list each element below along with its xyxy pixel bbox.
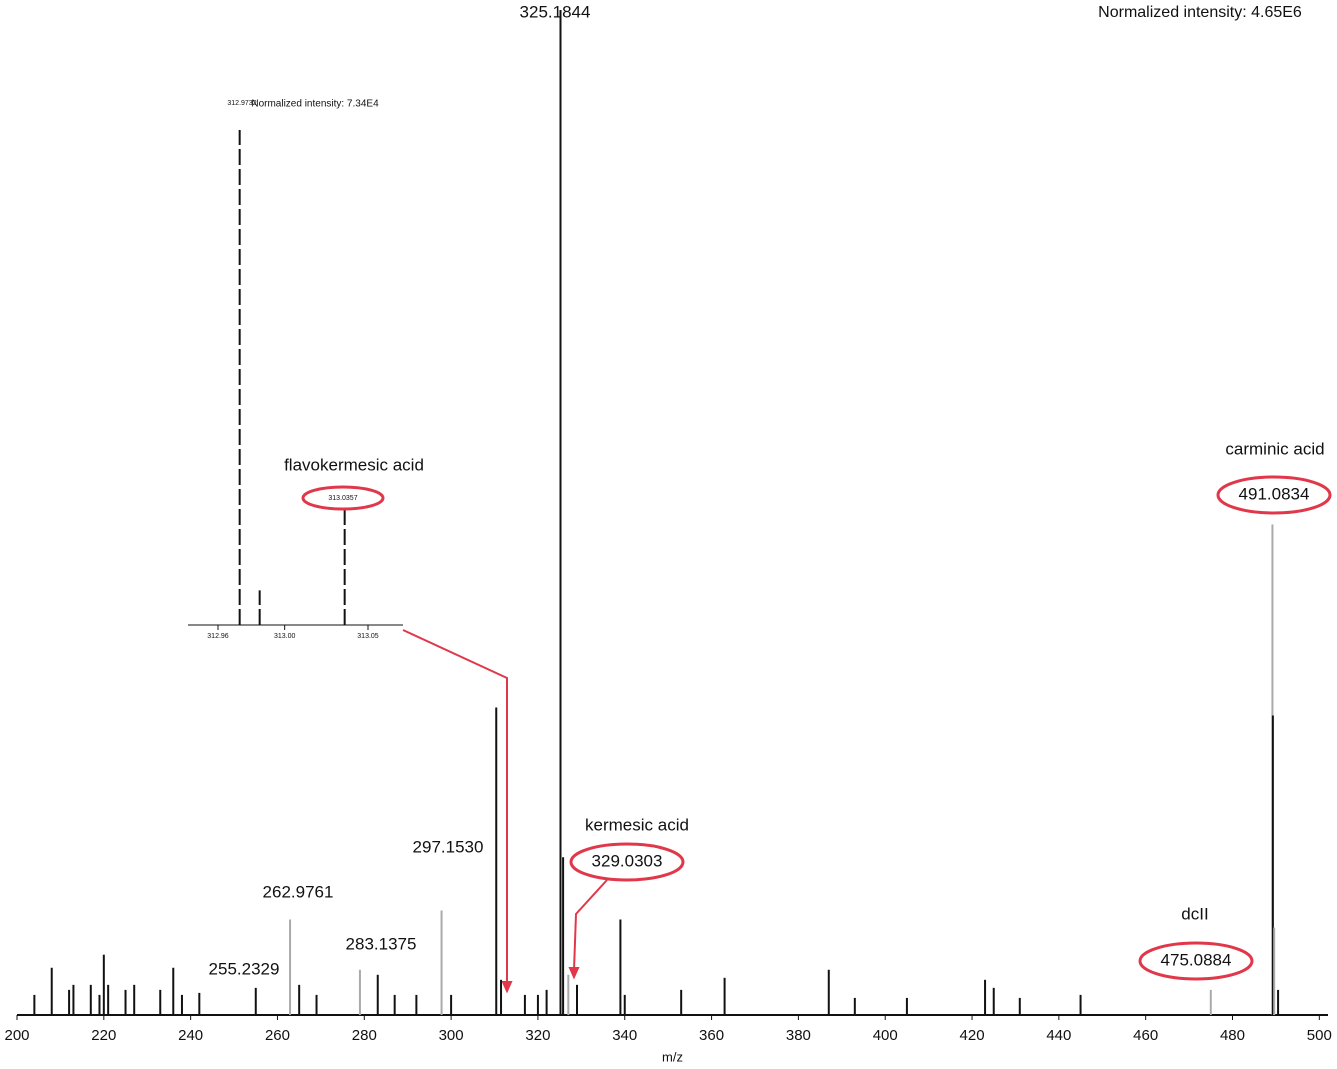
x-tick-label: 200 bbox=[4, 1027, 29, 1044]
x-tick-label: 460 bbox=[1133, 1027, 1158, 1044]
x-tick-label: 220 bbox=[91, 1027, 116, 1044]
inset-chart: 312.96 313.00 313.05 Normalized intensity: … bbox=[188, 99, 424, 640]
annotation: 325.1844 bbox=[520, 2, 591, 21]
x-tick-label: 380 bbox=[786, 1027, 811, 1044]
x-tick-label: 500 bbox=[1307, 1027, 1332, 1044]
x-tick-label: 420 bbox=[960, 1027, 985, 1044]
main-chart: 200 220 240 260 280 300 320 340 360 380 400 420 440 4… bbox=[4, 2, 1331, 1064]
x-tick-label: 440 bbox=[1046, 1027, 1071, 1044]
x-tick-label: 280 bbox=[352, 1027, 377, 1044]
annotation: 312.9732 bbox=[227, 100, 256, 107]
x-tick-label: 340 bbox=[612, 1027, 637, 1044]
x-tick-label: 360 bbox=[699, 1027, 724, 1044]
arrow-kermesic bbox=[573, 879, 608, 971]
annotation: 255.2329 bbox=[209, 959, 280, 978]
annotation: 297.1530 bbox=[413, 837, 484, 856]
annotation: flavokermesic acid bbox=[284, 455, 424, 474]
highlight-circle bbox=[1216, 475, 1332, 515]
x-tick-label: 312.96 bbox=[207, 633, 229, 640]
x-tick-label: 320 bbox=[525, 1027, 550, 1044]
annotation: 262.9761 bbox=[263, 882, 334, 901]
annotation: 283.1375 bbox=[346, 934, 417, 953]
annotation: 491.0834 bbox=[1239, 484, 1310, 503]
x-tick-label: 313.05 bbox=[357, 633, 379, 640]
x-tick-label: 400 bbox=[873, 1027, 898, 1044]
highlight-circle bbox=[301, 485, 385, 511]
x-tick-label: 480 bbox=[1220, 1027, 1245, 1044]
annotation: dcII bbox=[1181, 904, 1208, 923]
x-tick-label: 313.00 bbox=[274, 633, 296, 640]
arrow-head bbox=[501, 981, 513, 994]
x-tick-label: 240 bbox=[178, 1027, 203, 1044]
chart-title: Normalized intensity: 4.65E6 bbox=[1098, 4, 1302, 21]
annotation: kermesic acid bbox=[585, 815, 689, 834]
annotation: carminic acid bbox=[1225, 439, 1324, 458]
x-tick-label: 260 bbox=[265, 1027, 290, 1044]
annotation: 475.0884 bbox=[1161, 950, 1232, 969]
annotation: 313.0357 bbox=[328, 495, 357, 502]
x-tick-label: 300 bbox=[439, 1027, 464, 1044]
x-axis-title: m/z bbox=[662, 1049, 683, 1064]
annotation: 329.0303 bbox=[592, 851, 663, 870]
arrows bbox=[402, 629, 608, 994]
chart-title: Normalized intensity: 7.34E4 bbox=[251, 99, 379, 110]
highlight-circle bbox=[1138, 941, 1254, 981]
arrow-flavokermesic bbox=[402, 629, 508, 984]
arrow-head bbox=[568, 967, 580, 980]
highlight-circle bbox=[569, 842, 685, 882]
